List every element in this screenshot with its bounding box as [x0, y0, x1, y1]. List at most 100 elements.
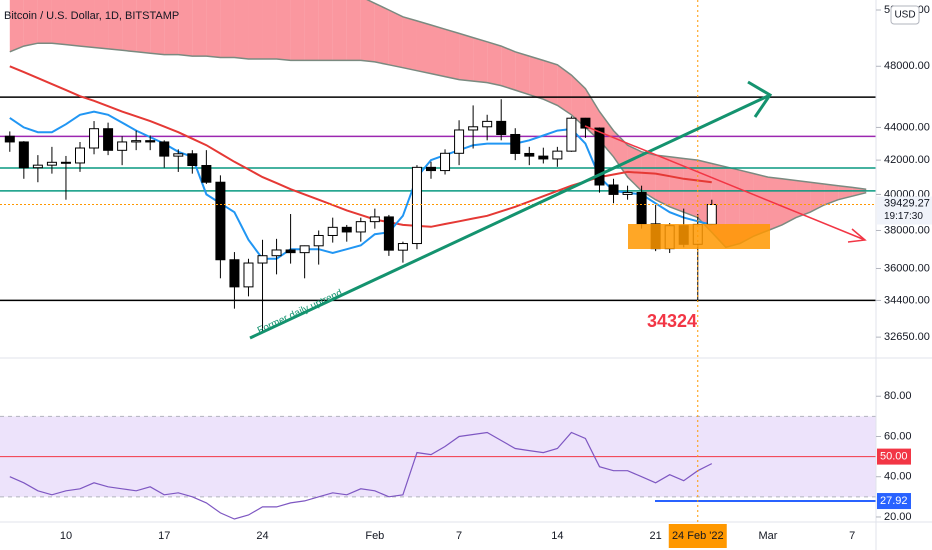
candle-body	[622, 191, 633, 195]
candle-body	[552, 150, 563, 160]
cloud-fill	[150, 0, 165, 55]
cloud-fill	[501, 46, 516, 91]
support-box	[628, 224, 770, 249]
cloud-fill	[276, 0, 291, 61]
currency-button[interactable]	[890, 5, 920, 25]
cloud-fill	[192, 0, 207, 57]
cloud-fill	[445, 29, 460, 80]
x-tick-label: 21	[650, 530, 662, 542]
cloud-fill	[683, 158, 698, 218]
x-tick-label: Mar	[758, 530, 777, 542]
candle-body	[397, 243, 408, 251]
currency[interactable]: USD	[894, 10, 915, 21]
cloud-fill	[416, 20, 431, 74]
candle-body	[369, 216, 380, 223]
candle-body	[468, 126, 479, 131]
candle-body	[257, 255, 268, 264]
candle-body	[341, 226, 352, 233]
cloud-fill	[571, 75, 586, 128]
cloud-fill	[122, 0, 137, 52]
cloud-fill	[136, 0, 151, 54]
cloud-fill	[838, 185, 853, 200]
candle-body	[18, 141, 29, 169]
cloud-fill	[206, 0, 221, 58]
candle-body	[145, 140, 156, 143]
price-tag-label: 39429.27	[884, 197, 930, 209]
cloud-fill	[529, 56, 544, 100]
cloud-fill	[37, 0, 52, 44]
candle-body	[538, 155, 549, 160]
candle-body	[60, 161, 71, 164]
cloud-fill	[9, 0, 24, 52]
candle-body	[215, 181, 226, 261]
candle-body	[496, 120, 507, 135]
candle-body	[566, 117, 577, 152]
y-tick-label: 34400.00	[884, 294, 930, 306]
level-tag-label: 27.92	[880, 495, 908, 507]
candle-body	[46, 161, 57, 166]
y-tick-label: 44000.00	[884, 121, 930, 133]
cloud-fill	[487, 41, 502, 86]
level-tag	[877, 448, 911, 465]
low-annotation: 34324	[647, 311, 697, 331]
cloud-fill	[178, 0, 193, 57]
cloud-fill	[65, 0, 80, 47]
cloud-fill	[262, 0, 277, 59]
candle-body	[75, 147, 85, 164]
rsi-pane	[0, 415, 876, 520]
cloud-span-b	[366, 0, 867, 190]
candle-body	[89, 128, 100, 149]
cloud-fill	[318, 0, 333, 61]
trendline	[249, 94, 769, 340]
trendline-arrow	[747, 80, 773, 118]
cloud-fill	[852, 187, 867, 197]
cloud-fill	[332, 0, 347, 61]
candle-body	[636, 191, 647, 225]
cloud-fill	[641, 151, 656, 200]
y-tick-label: 80.00	[884, 390, 912, 402]
x-tick-label: 7	[456, 530, 462, 542]
candle-body	[271, 249, 282, 257]
candle-body	[173, 153, 184, 157]
down-arrow-line	[584, 125, 866, 241]
candle-body	[117, 141, 128, 151]
crosshair-label-box	[668, 524, 727, 548]
cloud-fill	[431, 25, 446, 77]
x-tick-label: 14	[551, 530, 563, 542]
candle-body	[482, 120, 493, 128]
x-tick-label: 17	[158, 530, 170, 542]
candle-body	[594, 127, 605, 186]
down-arrow-head	[847, 228, 867, 243]
level-tag	[877, 493, 911, 510]
x-tick-label: 7	[849, 530, 855, 542]
candle-body	[229, 259, 240, 288]
cloud-fill	[80, 0, 95, 48]
cloud-fill	[23, 0, 38, 47]
x-tick-label: 24	[256, 530, 268, 542]
cloud-fill	[543, 60, 558, 106]
rsi-line	[9, 431, 713, 520]
countdown: 19:17:30	[884, 211, 923, 222]
candle-body	[201, 164, 212, 183]
candle-body	[4, 135, 15, 143]
y-tick-label: 40.00	[884, 471, 912, 483]
candle-body	[580, 117, 591, 129]
cloud-fill	[374, 3, 389, 65]
candle-body	[313, 234, 324, 247]
cloud-fill	[459, 33, 474, 82]
cloud-fill	[234, 0, 249, 59]
candle-body	[103, 128, 114, 151]
cloud-fill	[51, 0, 66, 45]
cloud-fill	[164, 0, 179, 55]
y-tick-label: 38000.00	[884, 224, 930, 236]
candle-body	[411, 166, 422, 245]
cloud-fill	[304, 0, 319, 61]
chart-title: Bitcoin / U.S. Dollar, 1D, BITSTAMP	[4, 10, 179, 22]
cloud-fill	[557, 64, 572, 115]
y-tick-label: 42000.00	[884, 154, 930, 166]
level-tag-label: 50.00	[880, 451, 908, 463]
candle-body	[32, 164, 43, 169]
y-tick-label: 48000.00	[884, 60, 930, 72]
